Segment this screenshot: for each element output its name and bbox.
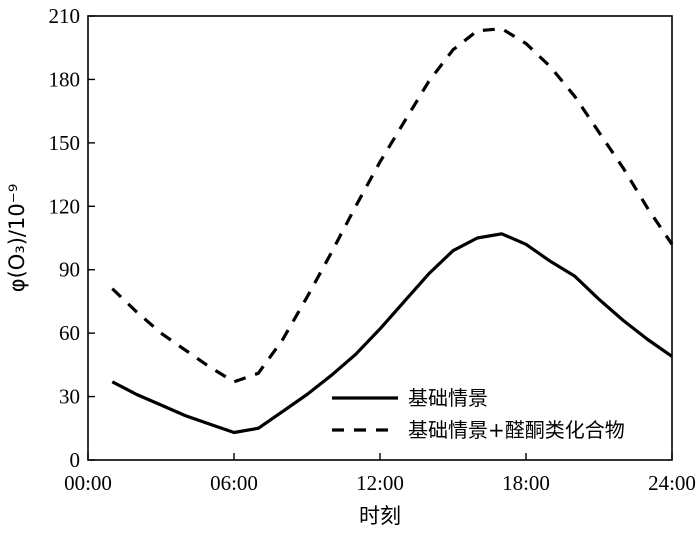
y-tick-label: 150 — [49, 131, 81, 155]
y-tick-label: 210 — [49, 4, 81, 28]
x-tick-label: 18:00 — [502, 471, 550, 495]
x-tick-label: 00:00 — [64, 471, 112, 495]
x-tick-label: 12:00 — [356, 471, 404, 495]
x-axis-ticks: 00:00 06:00 12:00 18:00 24:00 — [64, 453, 696, 495]
axes — [87, 15, 673, 461]
y-tick-label: 180 — [49, 67, 81, 91]
plot-frame — [87, 15, 673, 461]
legend-label-1: 基础情景 — [408, 386, 488, 410]
y-tick-label: 0 — [70, 448, 81, 472]
y-axis-title: φ(O₃)/10⁻⁹ — [5, 184, 29, 293]
y-tick-label: 30 — [59, 385, 80, 409]
y-tick-label: 90 — [59, 258, 80, 282]
x-tick-label: 06:00 — [210, 471, 258, 495]
series-line-1 — [111, 232, 673, 435]
y-tick-label: 60 — [59, 321, 80, 345]
y-axis-ticks: 0 30 60 90 120 150 180 210 — [49, 4, 95, 472]
x-tick-label: 24:00 — [648, 471, 696, 495]
x-axis-title: 时刻 — [359, 504, 401, 528]
series-line-2 — [111, 27, 674, 384]
y-tick-label: 120 — [49, 194, 81, 218]
legend-label-2: 基础情景+醛酮类化合物 — [408, 418, 625, 442]
series-group — [111, 27, 674, 435]
